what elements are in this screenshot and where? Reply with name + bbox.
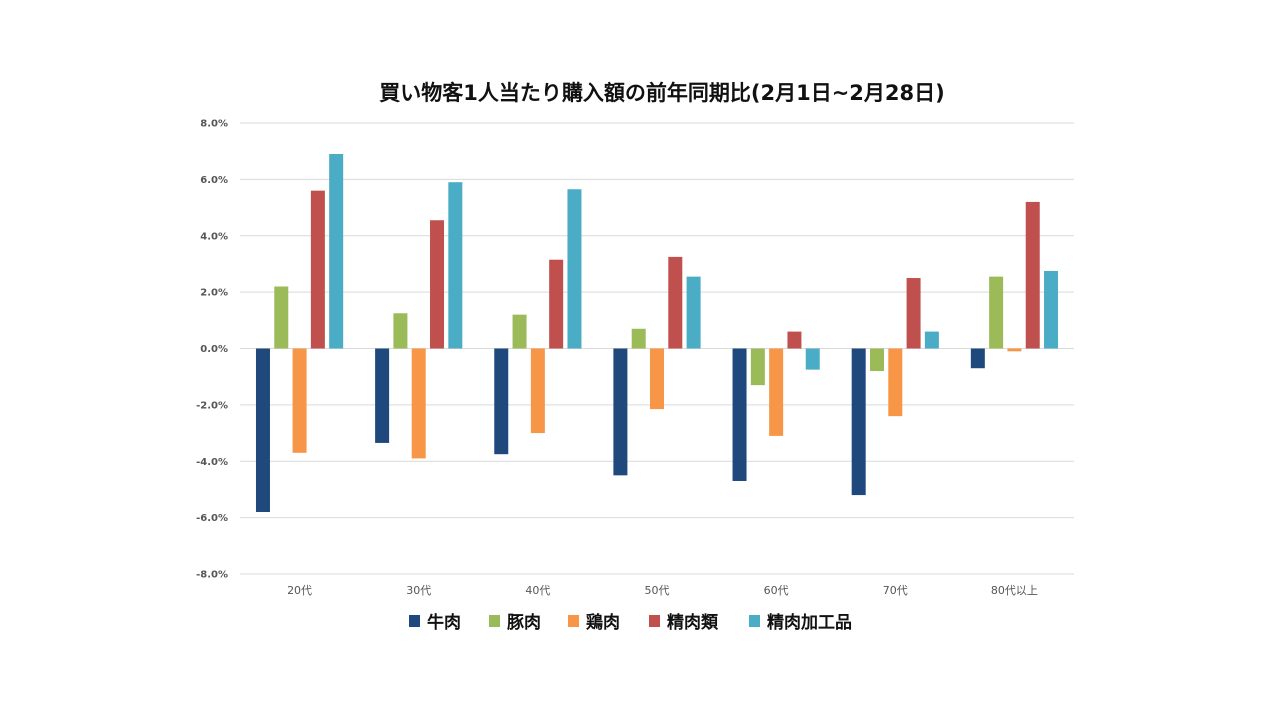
legend-swatch-鶏肉 (568, 615, 579, 627)
x-tick-label: 50代 (645, 584, 670, 597)
bar-豚肉-80代以上 (989, 276, 1004, 349)
bar-牛肉-40代 (494, 348, 509, 455)
bar-牛肉-70代 (851, 348, 866, 496)
bar-鶏肉-40代 (530, 348, 545, 434)
bar-精肉加工品-60代 (805, 348, 820, 370)
legend-label: 牛肉 (427, 612, 461, 633)
legend-label: 鶏肉 (586, 612, 620, 633)
legend-label: 精肉加工品 (767, 612, 852, 633)
y-tick-label: -4.0% (196, 457, 228, 468)
x-tick-label: 60代 (764, 584, 789, 597)
legend-swatch-豚肉 (489, 615, 500, 627)
bar-豚肉-60代 (750, 348, 765, 386)
bar-精肉類-80代以上 (1025, 201, 1040, 349)
bar-精肉加工品-40代 (567, 189, 582, 349)
bar-精肉加工品-70代 (924, 331, 939, 349)
bar-精肉類-40代 (549, 259, 564, 349)
x-tick-label: 70代 (883, 584, 908, 597)
y-tick-label: -2.0% (196, 400, 228, 411)
bar-豚肉-20代 (274, 286, 289, 349)
bar-精肉加工品-50代 (686, 276, 701, 349)
y-axis-ticks: 8.0% 6.0% 4.0% 2.0% 0.0% -2.0% -4.0% -6.0% -8.0% (196, 119, 228, 581)
legend-swatch-牛肉 (409, 615, 420, 627)
bar-精肉類-50代 (668, 256, 683, 349)
bar-精肉加工品-80代以上 (1044, 270, 1059, 349)
bars (255, 154, 1059, 512)
bar-鶏肉-20代 (292, 348, 307, 453)
legend-label: 豚肉 (507, 612, 541, 633)
bar-鶏肉-30代 (411, 348, 426, 459)
y-tick-label: -6.0% (196, 513, 228, 524)
bar-精肉類-30代 (430, 220, 445, 349)
y-tick-label: 2.0% (200, 288, 228, 299)
bar-豚肉-70代 (869, 348, 884, 372)
bar-精肉類-70代 (906, 278, 921, 349)
bar-豚肉-30代 (393, 313, 408, 349)
y-tick-label: 8.0% (200, 119, 228, 130)
bar-牛肉-50代 (613, 348, 628, 476)
bar-鶏肉-60代 (769, 348, 784, 436)
x-tick-label: 30代 (406, 584, 431, 597)
y-tick-label: 4.0% (200, 231, 228, 242)
x-axis-ticks: 20代 30代 40代 50代 60代 70代 80代以上 (287, 584, 1038, 597)
legend-label: 精肉類 (667, 612, 719, 633)
bar-鶏肉-70代 (888, 348, 903, 417)
bar-牛肉-80代以上 (970, 348, 985, 369)
bar-鶏肉-50代 (650, 348, 664, 410)
bar-牛肉-30代 (375, 348, 390, 443)
x-tick-label: 20代 (287, 584, 312, 597)
x-tick-label: 40代 (525, 584, 550, 597)
y-tick-label: 0.0% (200, 344, 228, 355)
bar-豚肉-50代 (631, 328, 646, 349)
bar-牛肉-20代 (255, 348, 270, 512)
bar-精肉加工品-20代 (329, 154, 344, 349)
bar-精肉加工品-30代 (448, 182, 463, 349)
bar-精肉類-20代 (310, 190, 325, 349)
y-tick-label: -8.0% (196, 570, 228, 581)
bar-豚肉-40代 (512, 314, 527, 349)
legend-swatch-精肉類 (649, 615, 660, 627)
legend: 牛肉 豚肉 鶏肉 精肉類 精肉加工品 (409, 612, 852, 633)
bar-鶏肉-80代以上 (1007, 348, 1022, 352)
chart-title: 買い物客1人当たり購入額の前年同期比(2月1日~2月28日) (379, 81, 944, 105)
y-tick-label: 6.0% (200, 175, 228, 186)
bar-牛肉-60代 (732, 348, 747, 481)
bar-精肉類-60代 (787, 331, 802, 349)
legend-swatch-精肉加工品 (749, 615, 760, 627)
x-tick-label: 80代以上 (991, 584, 1038, 597)
